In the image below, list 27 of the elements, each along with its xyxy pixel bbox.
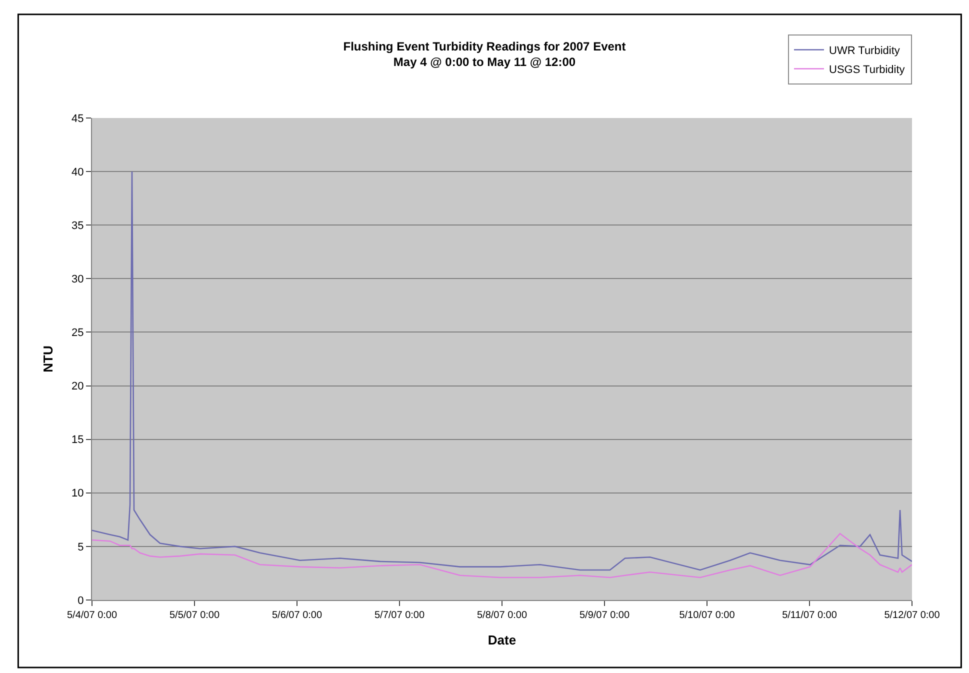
x-tick-label: 5/11/07 0:00 xyxy=(782,610,838,621)
y-tick-label: 20 xyxy=(72,380,84,393)
legend-label: USGS Turbidity xyxy=(829,64,906,76)
x-tick-label: 5/5/07 0:00 xyxy=(169,610,220,621)
chart-title: Flushing Event Turbidity Readings for 2007 Event xyxy=(343,39,626,54)
x-axis-title: Date xyxy=(488,632,516,648)
x-tick-label: 5/10/07 0:00 xyxy=(679,610,736,621)
y-axis-title: NTU xyxy=(40,346,56,372)
legend-label: UWR Turbidity xyxy=(829,45,900,58)
y-tick-label: 40 xyxy=(72,166,84,178)
y-tick-label: 45 xyxy=(72,112,84,125)
x-tick-label: 5/8/07 0:00 xyxy=(476,610,528,621)
x-tick-label: 5/7/07 0:00 xyxy=(374,610,425,621)
y-tick-label: 15 xyxy=(72,434,84,446)
y-tick-label: 30 xyxy=(72,274,84,286)
y-tick-label: 25 xyxy=(72,327,84,340)
y-tick-label: 0 xyxy=(78,594,84,607)
y-tick-label: 10 xyxy=(72,488,84,500)
y-tick-label: 5 xyxy=(78,541,84,554)
chart-subtitle: May 4 @ 0:00 to May 11 @ 12:00 xyxy=(393,55,576,70)
y-tick-label: 35 xyxy=(72,220,84,232)
x-tick-label: 5/12/07 0:00 xyxy=(884,610,940,621)
line-series xyxy=(92,170,912,571)
x-tick-label: 5/4/07 0:00 xyxy=(66,610,118,621)
x-tick-label: 5/9/07 0:00 xyxy=(579,610,630,621)
x-tick-label: 5/6/07 0:00 xyxy=(272,610,322,621)
line-series xyxy=(92,532,912,578)
